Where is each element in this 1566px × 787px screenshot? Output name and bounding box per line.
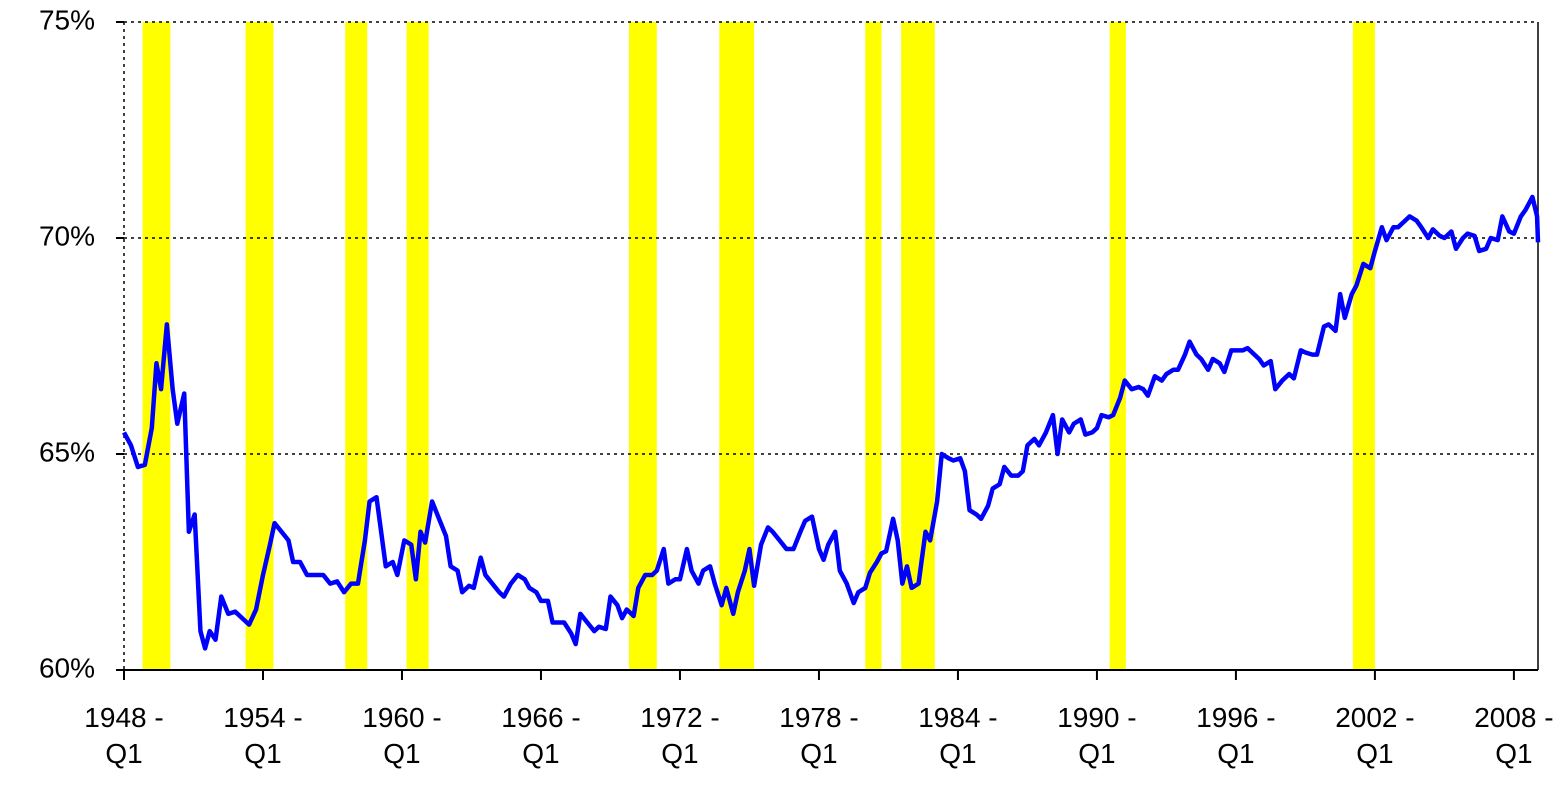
y-tick-label: 75% bbox=[39, 4, 95, 35]
recession-band bbox=[719, 22, 755, 670]
x-tick-label: 1978 - Q1 bbox=[779, 702, 859, 769]
recession-band bbox=[1352, 22, 1375, 670]
x-tick-label: 2008 - Q1 bbox=[1474, 702, 1554, 769]
x-tick-label: 2002 - Q1 bbox=[1335, 702, 1415, 769]
x-tick-label: 1984 - Q1 bbox=[918, 702, 998, 769]
recession-band bbox=[629, 22, 657, 670]
y-tick-label: 70% bbox=[39, 220, 95, 251]
x-tick-label: 1960 - Q1 bbox=[362, 702, 442, 769]
recession-band bbox=[865, 22, 882, 670]
x-tick-label: 1948 - Q1 bbox=[84, 702, 164, 769]
data-line bbox=[122, 194, 1541, 651]
recession-band bbox=[245, 22, 274, 670]
recession-band bbox=[406, 22, 429, 670]
x-tick-label: 1954 - Q1 bbox=[223, 702, 303, 769]
x-tick-label: 1966 - Q1 bbox=[501, 702, 581, 769]
x-tick-label: 1996 - Q1 bbox=[1196, 702, 1276, 769]
x-tick-label: 1972 - Q1 bbox=[640, 702, 720, 769]
recession-band bbox=[345, 22, 368, 670]
recession-band bbox=[1109, 22, 1126, 670]
recession-band bbox=[901, 22, 935, 670]
x-tick-label: 1990 - Q1 bbox=[1057, 702, 1137, 769]
y-tick-label: 60% bbox=[39, 652, 95, 683]
y-tick-label: 65% bbox=[39, 436, 95, 467]
